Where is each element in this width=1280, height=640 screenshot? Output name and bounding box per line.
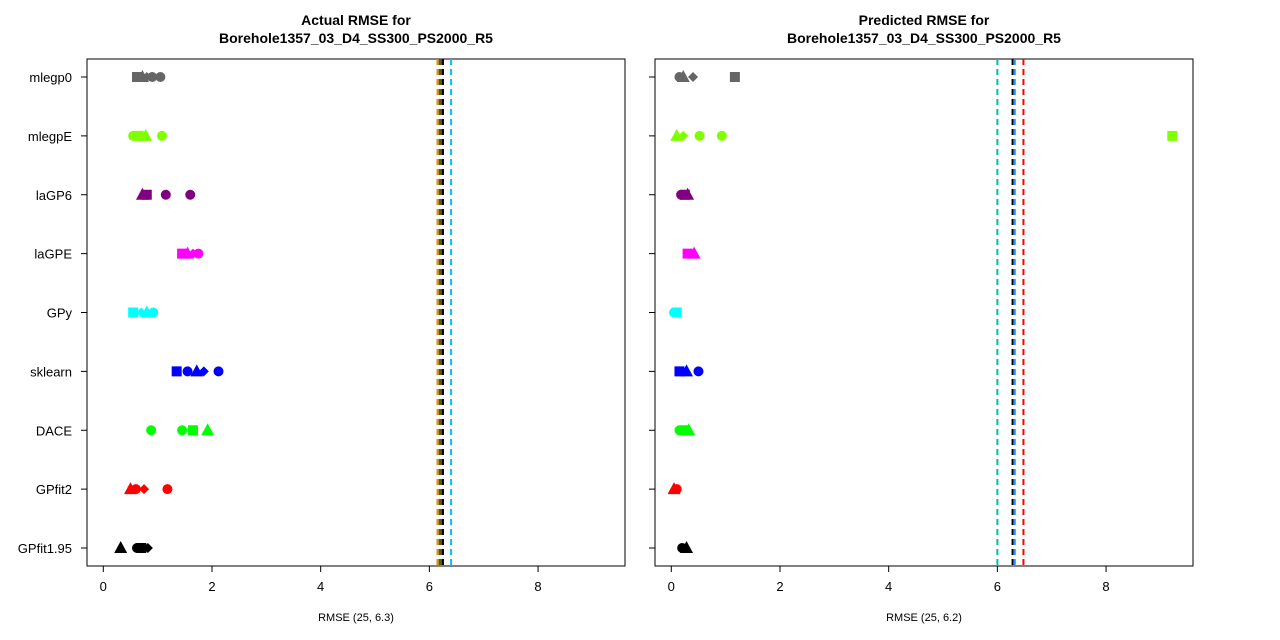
data-point bbox=[680, 364, 694, 377]
data-point bbox=[160, 189, 171, 200]
data-point bbox=[201, 423, 215, 436]
x-tick-label: 0 bbox=[100, 579, 107, 594]
x-tick-label: 4 bbox=[317, 579, 324, 594]
data-point bbox=[193, 248, 204, 259]
data-point bbox=[185, 189, 196, 200]
data-point bbox=[141, 189, 152, 200]
data-point bbox=[687, 246, 701, 259]
data-point bbox=[716, 130, 727, 141]
x-tick-label: 2 bbox=[208, 579, 215, 594]
data-point bbox=[142, 543, 153, 553]
x-tick-label: 0 bbox=[668, 579, 675, 594]
data-point bbox=[670, 128, 684, 141]
category-label: GPy bbox=[47, 306, 73, 321]
category-label: mlegpE bbox=[28, 129, 72, 144]
data-point bbox=[136, 543, 147, 553]
data-point bbox=[190, 364, 204, 377]
data-point bbox=[671, 307, 682, 318]
data-point bbox=[213, 366, 224, 377]
data-point bbox=[671, 484, 682, 495]
data-point bbox=[114, 541, 128, 553]
data-point bbox=[682, 423, 696, 436]
data-point bbox=[162, 484, 173, 495]
chart-title-line: Borehole1357_03_D4_SS300_PS2000_R5 bbox=[787, 30, 1061, 46]
category-label: sklearn bbox=[30, 364, 72, 379]
x-tick-label: 4 bbox=[885, 579, 892, 594]
data-point bbox=[155, 72, 166, 82]
data-point bbox=[187, 425, 198, 436]
chart-title-line: Predicted RMSE for bbox=[859, 12, 990, 28]
data-point bbox=[148, 307, 159, 318]
data-point bbox=[693, 366, 704, 377]
category-label: mlegp0 bbox=[29, 70, 72, 85]
chart-panel-2: Predicted RMSE for Borehole1357_03_D4_SS3… bbox=[649, 12, 1194, 624]
category-label: laGP6 bbox=[36, 188, 72, 203]
x-tick-label: 6 bbox=[426, 579, 433, 594]
data-point bbox=[139, 128, 153, 141]
data-point bbox=[128, 307, 139, 318]
data-point bbox=[177, 425, 188, 436]
x-tick-label: 8 bbox=[534, 579, 541, 594]
data-point bbox=[679, 425, 690, 436]
data-point bbox=[674, 366, 685, 377]
category-label: laGPE bbox=[34, 247, 72, 262]
data-point bbox=[139, 484, 150, 495]
chart-title-line: Actual RMSE for bbox=[301, 12, 411, 28]
x-tick-label: 2 bbox=[776, 579, 783, 594]
data-point bbox=[681, 187, 695, 200]
category-label: GPfit2 bbox=[36, 482, 72, 497]
x-axis-label: RMSE (25, 6.2) bbox=[886, 612, 962, 624]
data-point bbox=[131, 72, 142, 82]
data-point bbox=[130, 484, 141, 495]
data-point bbox=[182, 366, 193, 377]
data-point bbox=[682, 248, 693, 259]
x-axis-label: RMSE (25, 6.3) bbox=[318, 612, 394, 624]
chart-panel-1: Actual RMSE for Borehole1357_03_D4_SS300_… bbox=[18, 12, 626, 624]
data-point bbox=[694, 130, 705, 141]
data-point bbox=[678, 130, 689, 141]
data-point bbox=[177, 248, 188, 259]
data-point bbox=[729, 72, 740, 82]
data-point bbox=[171, 366, 182, 377]
category-label: DACE bbox=[36, 423, 72, 438]
data-point bbox=[146, 425, 157, 436]
category-label: GPfit1.95 bbox=[18, 541, 72, 556]
data-point bbox=[680, 541, 694, 553]
data-point bbox=[676, 70, 690, 82]
data-point bbox=[147, 72, 158, 82]
data-point bbox=[198, 366, 209, 377]
x-tick-label: 6 bbox=[994, 579, 1001, 594]
data-point bbox=[1167, 130, 1178, 141]
data-point bbox=[688, 72, 699, 82]
data-point bbox=[156, 130, 167, 141]
plot-frame bbox=[654, 58, 1194, 567]
x-tick-label: 8 bbox=[1102, 579, 1109, 594]
chart-title-line: Borehole1357_03_D4_SS300_PS2000_R5 bbox=[219, 30, 493, 46]
data-point bbox=[133, 130, 144, 141]
